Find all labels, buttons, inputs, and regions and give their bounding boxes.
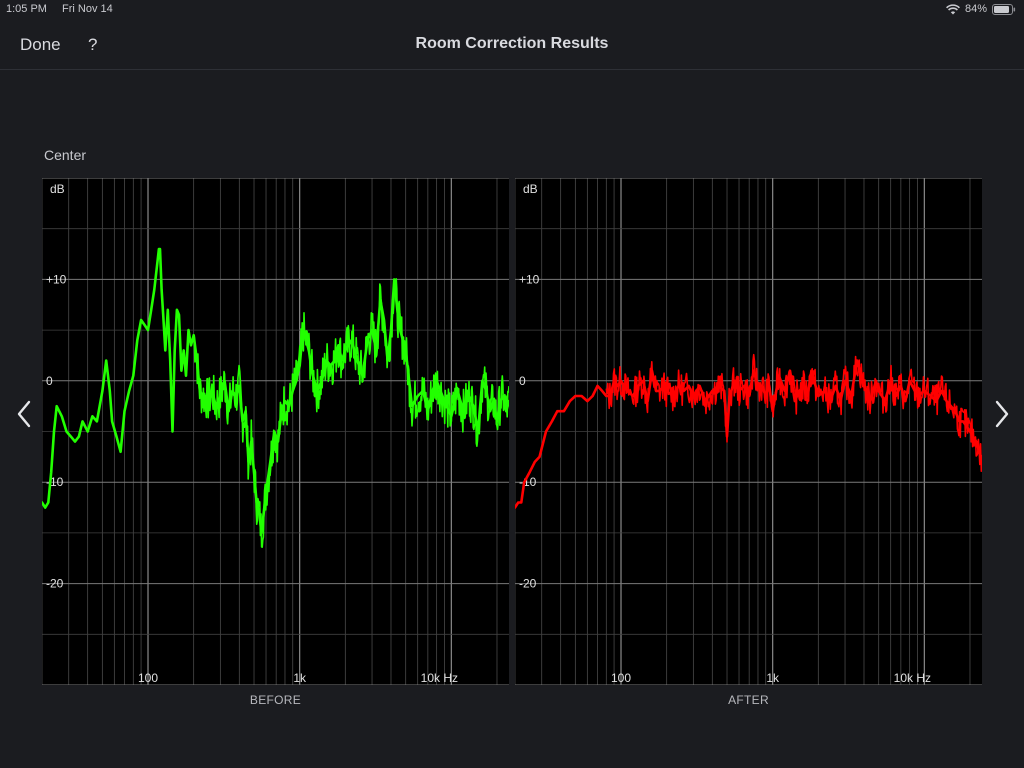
before-ytick-label: -20 — [46, 577, 64, 591]
after-ylabel: dB — [523, 182, 538, 196]
status-bar: 1:05 PM Fri Nov 14 84% — [0, 0, 1024, 20]
after-ytick-label: -20 — [519, 577, 537, 591]
chevron-right-icon[interactable] — [990, 398, 1014, 430]
after-series-line — [515, 359, 982, 509]
before-ytick-label: +10 — [46, 272, 67, 286]
after-ytick-label: +10 — [519, 272, 540, 286]
before-ytick-label: 0 — [46, 374, 53, 388]
after-caption: AFTER — [728, 693, 769, 707]
before-xtick-label: 1k — [293, 671, 307, 685]
before-caption: BEFORE — [249, 693, 302, 707]
after-grid — [515, 178, 982, 685]
help-button[interactable]: ? — [88, 35, 98, 54]
before-chart: dB +10 0 -10 -20 100 1k 10k Hz — [42, 178, 509, 685]
after-chart: dB +10 0 -10 -20 100 1k 10k Hz — [515, 178, 982, 685]
wifi-icon — [946, 3, 960, 15]
navigation-bar: Done ? Room Correction Results — [0, 20, 1024, 70]
before-xtick-label: 100 — [138, 671, 158, 685]
after-xtick-label: 100 — [611, 671, 631, 685]
status-indicators: 84% — [946, 3, 1016, 15]
battery-icon — [992, 3, 1016, 15]
after-xtick-label: 1k — [766, 671, 780, 685]
page-title: Room Correction Results — [415, 35, 609, 52]
battery-percent: 84% — [964, 3, 987, 15]
after-xtick-label: 10k Hz — [894, 671, 931, 685]
after-series-detail — [605, 353, 982, 472]
done-button[interactable]: Done — [20, 35, 61, 54]
before-grid — [42, 178, 509, 685]
after-ytick-label: 0 — [519, 374, 526, 388]
chevron-left-icon[interactable] — [12, 398, 36, 430]
channel-label: Center — [44, 147, 87, 163]
before-ylabel: dB — [50, 182, 65, 196]
status-date: Fri Nov 14 — [62, 3, 113, 15]
status-time: 1:05 PM — [6, 3, 47, 15]
before-xtick-label: 10k Hz — [421, 671, 458, 685]
before-series-detail — [192, 278, 509, 548]
